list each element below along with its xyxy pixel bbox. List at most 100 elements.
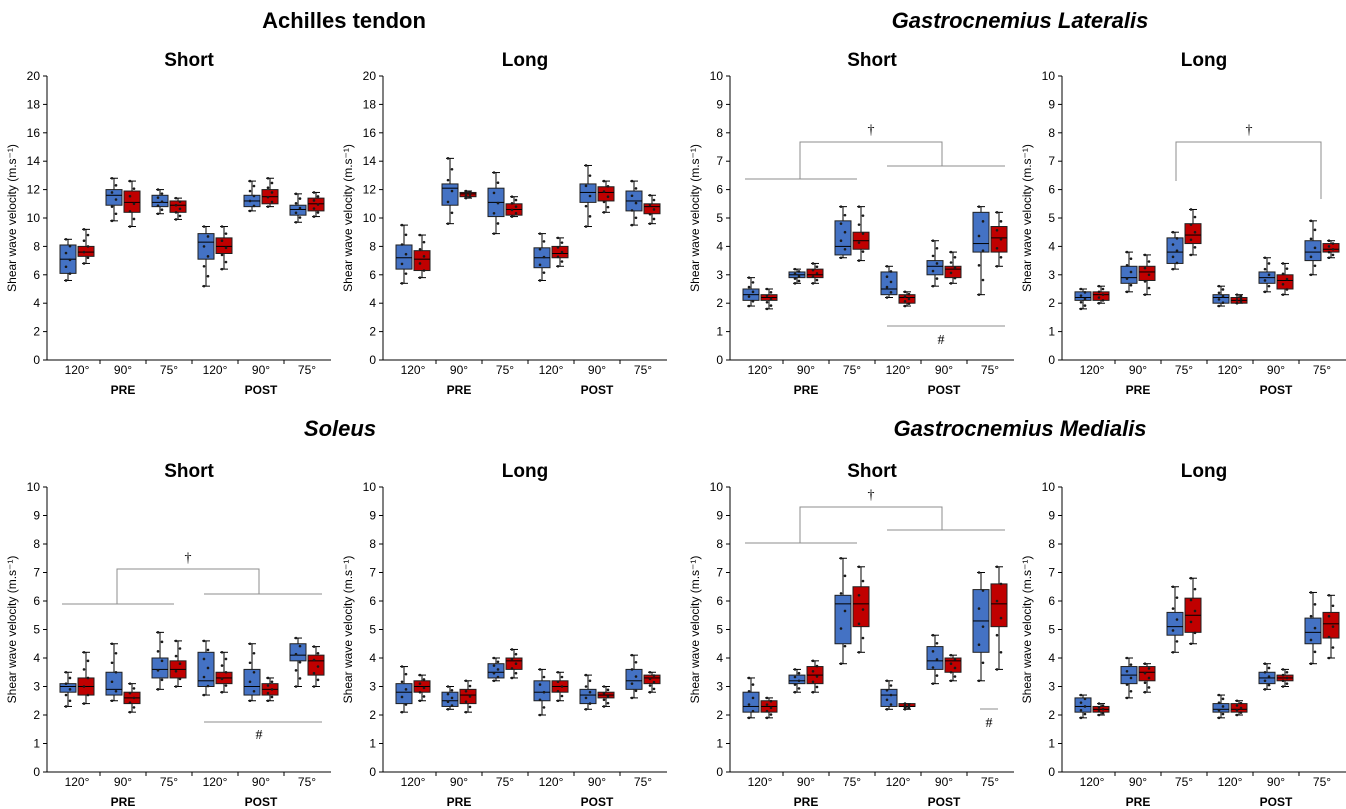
data-point: [588, 702, 592, 705]
box-iqr: [1092, 291, 1110, 301]
data-point: [1147, 286, 1151, 290]
group-label: POST: [581, 795, 614, 809]
data-point: [206, 274, 210, 278]
data-point: [160, 200, 164, 203]
box-blue: [834, 556, 852, 665]
y-tick-label: 14: [27, 154, 41, 168]
x-tick-label: 120°: [748, 363, 773, 377]
data-point: [995, 264, 999, 268]
box-iqr: [441, 183, 459, 206]
data-point: [206, 666, 210, 670]
data-point: [1147, 260, 1151, 263]
box-iqr: [1322, 243, 1340, 253]
data-point: [178, 214, 182, 218]
box-red: [1184, 576, 1202, 646]
data-point: [630, 209, 634, 212]
data-point: [747, 276, 751, 279]
data-point: [418, 247, 422, 251]
data-point: [1327, 656, 1331, 660]
box-red: [643, 670, 661, 694]
data-point: [1079, 693, 1083, 697]
data-point: [294, 652, 298, 656]
y-tick-label: 5: [1048, 623, 1055, 637]
box-blue: [625, 179, 643, 227]
data-point: [132, 706, 136, 709]
box-blue: [1212, 693, 1230, 720]
box-red: [123, 682, 141, 714]
y-tick-label: 8: [716, 537, 723, 551]
box-blue: [243, 642, 261, 703]
box-red: [77, 228, 95, 265]
data-point: [422, 678, 426, 681]
data-point: [1313, 626, 1317, 630]
data-point: [450, 689, 454, 692]
data-point: [294, 636, 298, 640]
data-point: [110, 219, 114, 223]
y-tick-label: 8: [369, 239, 376, 253]
data-point: [128, 710, 132, 714]
data-point: [1143, 681, 1147, 684]
data-point: [266, 684, 270, 687]
significance-bracket: [62, 568, 322, 605]
data-point: [1263, 679, 1267, 683]
data-point: [266, 699, 270, 703]
data-point: [418, 262, 422, 265]
data-point: [1285, 676, 1289, 680]
box-iqr: [197, 651, 215, 687]
y-tick-label: 1: [716, 325, 723, 339]
box-iqr: [151, 657, 169, 679]
box-iqr: [169, 200, 187, 213]
data-point: [839, 205, 843, 208]
x-tick-label: 75°: [843, 363, 861, 377]
data-point: [648, 222, 652, 225]
box-blue: [788, 267, 806, 285]
x-tick-label: 90°: [588, 775, 606, 789]
data-point: [843, 609, 847, 613]
y-tick-label: 1: [716, 737, 723, 751]
data-point: [202, 284, 206, 288]
data-point: [418, 699, 422, 703]
data-point: [1281, 282, 1285, 286]
data-point: [885, 689, 889, 692]
data-point: [252, 670, 256, 674]
data-point: [995, 668, 999, 671]
data-point: [889, 270, 893, 273]
data-point: [160, 678, 164, 682]
data-point: [128, 194, 132, 198]
data-point: [422, 695, 426, 698]
data-point: [1263, 290, 1267, 294]
data-point: [1171, 255, 1175, 259]
data-point: [556, 670, 560, 674]
data-point: [1267, 273, 1271, 277]
data-point: [1217, 693, 1221, 697]
box-red: [551, 236, 569, 268]
data-point: [793, 272, 797, 276]
data-point: [128, 682, 132, 685]
data-point: [935, 641, 939, 645]
data-point: [450, 167, 454, 171]
data-point: [86, 233, 90, 237]
data-point: [556, 699, 560, 703]
x-tick-label: 75°: [843, 775, 861, 789]
data-point: [220, 677, 224, 681]
data-point: [560, 260, 564, 263]
y-tick-label: 16: [363, 126, 377, 140]
y-tick-label: 0: [369, 353, 376, 367]
data-point: [797, 274, 801, 278]
data-point: [1235, 299, 1239, 302]
data-point: [464, 189, 468, 193]
data-point: [174, 218, 178, 221]
y-tick-label: 8: [33, 239, 40, 253]
y-tick-label: 9: [1048, 97, 1055, 111]
data-point: [1267, 666, 1271, 670]
data-point: [400, 243, 404, 246]
data-point: [270, 695, 274, 699]
data-point: [178, 200, 182, 203]
box-red: [1322, 239, 1340, 260]
data-point: [1217, 298, 1221, 301]
data-point: [634, 187, 638, 190]
data-point: [977, 571, 981, 574]
significance-symbol: †: [868, 488, 875, 503]
data-point: [648, 193, 652, 197]
data-point: [542, 240, 546, 243]
